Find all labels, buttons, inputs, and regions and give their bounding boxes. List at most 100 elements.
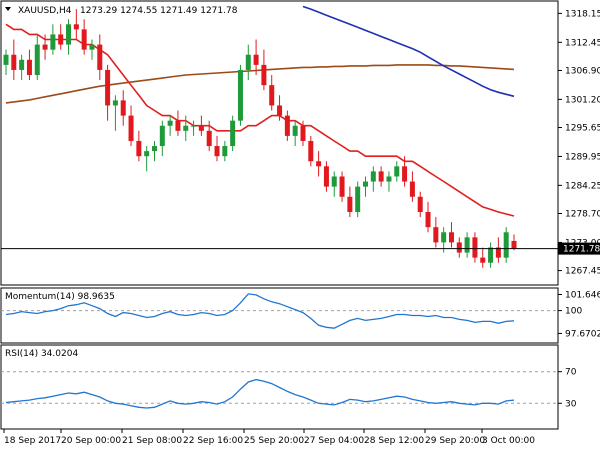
candle-body: [409, 181, 415, 197]
candle-body: [128, 115, 134, 141]
time-axis: 18 Sep 2017 20 Sep 00:00 21 Sep 08:00 22 Se…: [3, 429, 535, 446]
candle-body: [269, 85, 275, 106]
symbol-label: XAUUSD,H4: [18, 6, 72, 16]
candle-body: [347, 196, 353, 212]
candle-body: [3, 54, 9, 65]
momentum-title: Momentum(14) 98.9635: [5, 292, 115, 302]
candle-body: [456, 242, 462, 253]
candle-body: [89, 44, 95, 50]
price-tick-label: 1318.15: [565, 9, 600, 19]
time-tick-label: 3 Oct 00:00: [482, 436, 535, 446]
time-tick-label: 27 Sep 04:00: [304, 436, 364, 446]
price-tick-label: 1301.20: [565, 95, 600, 105]
candle-body: [363, 181, 369, 187]
price-tick-label: 1267.45: [565, 267, 600, 277]
candle-body: [136, 140, 142, 157]
candle-body: [292, 125, 298, 136]
candle-body: [214, 146, 220, 157]
time-tick-label: 25 Sep 20:00: [244, 436, 304, 446]
candle-body: [50, 34, 56, 50]
rsi-line: [5, 378, 515, 409]
price-tick-label: 1289.95: [565, 152, 600, 162]
rsi-tick-label: 30: [565, 399, 577, 409]
candle-body: [472, 237, 478, 258]
rsi-tick-label: 70: [565, 368, 577, 378]
ma-brown-line: [5, 64, 515, 104]
price-tick-label: 1312.45: [565, 38, 600, 48]
price-tick-label: 1295.65: [565, 124, 600, 134]
candle-body: [464, 237, 470, 253]
price-tick-label: 1278.70: [565, 210, 600, 220]
momentum-tick-label: 97.6702: [565, 329, 600, 339]
rsi-title: RSI(14) 34.0204: [5, 349, 78, 359]
candle-body: [284, 115, 290, 136]
candle-body: [323, 166, 329, 187]
candle-body: [316, 161, 322, 167]
candle-body: [81, 29, 87, 50]
last-price-tag-bg: [558, 242, 600, 255]
ma-brown-path: [5, 64, 515, 104]
candle-body: [66, 24, 72, 45]
candle-body: [355, 186, 361, 212]
candle-body: [441, 232, 447, 243]
last-price-tag-text: 1271.78: [563, 245, 600, 255]
candle-body: [73, 24, 79, 30]
candle-body: [253, 54, 259, 65]
momentum-panel-frame: [0, 287, 559, 344]
candle-body: [34, 44, 40, 76]
candle-body: [144, 151, 150, 157]
price-axis: 1318.15 1312.45 1306.90 1301.20 1295.65 1289.…: [558, 9, 600, 277]
candle-body: [417, 196, 423, 212]
candle-body: [488, 247, 494, 263]
candle-body: [433, 227, 439, 243]
candle-body: [402, 166, 408, 182]
candles: [3, 9, 517, 268]
candle-body: [480, 257, 486, 263]
candle-body: [151, 146, 157, 152]
candle-body: [237, 69, 243, 121]
main-panel: 1318.15 1312.45 1306.90 1301.20 1295.65 1289.…: [0, 0, 600, 286]
ma-blue-line: [302, 5, 515, 98]
candle-body: [378, 171, 384, 182]
price-tick-label: 1306.90: [565, 66, 600, 76]
candle-body: [183, 125, 189, 131]
candle-body: [331, 176, 337, 187]
candle-body: [503, 232, 509, 258]
candle-body: [511, 240, 517, 249]
momentum-tick-label: 100: [565, 307, 582, 317]
time-tick-label: 29 Sep 20:00: [425, 436, 485, 446]
candle-body: [206, 130, 212, 147]
candle-body: [112, 100, 118, 106]
candle-body: [198, 125, 204, 131]
ma-blue-path: [302, 5, 515, 98]
candle-body: [425, 211, 431, 228]
rsi-path: [5, 378, 515, 409]
candle-body: [97, 44, 103, 70]
candle-body: [230, 120, 236, 147]
candle-body: [245, 54, 251, 70]
last-price-tag: 1271.78: [558, 242, 600, 255]
candle-body: [26, 59, 32, 76]
candle-body: [308, 140, 314, 162]
candle-body: [42, 44, 48, 50]
candle-body: [300, 125, 306, 141]
candle-body: [19, 59, 25, 70]
price-tick-label: 1284.25: [565, 181, 600, 191]
time-tick-label: 20 Sep 00:00: [61, 436, 121, 446]
candle-body: [11, 54, 17, 70]
candle-body: [261, 64, 267, 86]
candle-body: [120, 100, 126, 116]
dropdown-arrow-icon[interactable]: [5, 7, 11, 11]
rsi-panel: 70 30 RSI(14) 34.0204: [0, 344, 577, 430]
time-tick-label: 18 Sep 2017: [4, 436, 61, 446]
candle-body: [175, 120, 181, 131]
time-tick-label: 22 Sep 16:00: [183, 436, 243, 446]
candle-body: [386, 176, 392, 182]
candle-body: [167, 120, 173, 126]
momentum-line: [5, 293, 515, 329]
candle-body: [394, 166, 400, 177]
